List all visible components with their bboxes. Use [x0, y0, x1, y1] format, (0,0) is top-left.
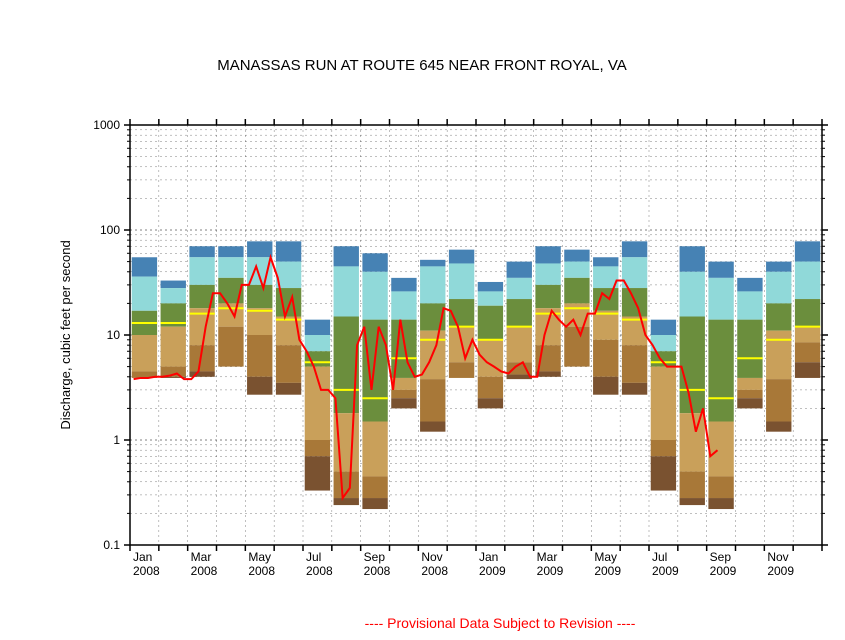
svg-text:Sep: Sep [364, 550, 386, 564]
chart-title: MANASSAS RUN AT ROUTE 645 NEAR FRONT ROY… [217, 57, 627, 74]
svg-text:2009: 2009 [594, 564, 621, 578]
svg-text:2009: 2009 [767, 564, 794, 578]
svg-text:Mar: Mar [191, 550, 212, 564]
svg-text:Jul: Jul [652, 550, 667, 564]
discharge-chart: MANASSAS RUN AT ROUTE 645 NEAR FRONT ROY… [0, 0, 845, 640]
svg-text:2008: 2008 [306, 564, 333, 578]
svg-text:2009: 2009 [479, 564, 506, 578]
svg-text:Nov: Nov [767, 550, 788, 564]
svg-text:2009: 2009 [652, 564, 679, 578]
svg-text:2009: 2009 [537, 564, 564, 578]
svg-text:2008: 2008 [191, 564, 218, 578]
svg-text:Mar: Mar [537, 550, 558, 564]
svg-text:0.1: 0.1 [103, 538, 120, 552]
svg-text:Nov: Nov [421, 550, 442, 564]
svg-text:2008: 2008 [248, 564, 275, 578]
svg-text:Jul: Jul [306, 550, 321, 564]
y-axis-label: Discharge, cubic feet per second [58, 240, 73, 429]
svg-text:2009: 2009 [710, 564, 737, 578]
svg-text:Jan: Jan [479, 550, 498, 564]
svg-text:May: May [248, 550, 271, 564]
svg-text:2008: 2008 [421, 564, 448, 578]
svg-text:Jan: Jan [133, 550, 152, 564]
plot-area: 0.11101001000Jan2008Mar2008May2008Jul200… [93, 118, 828, 578]
svg-text:10: 10 [107, 328, 121, 342]
svg-text:2008: 2008 [133, 564, 160, 578]
svg-text:Sep: Sep [710, 550, 732, 564]
svg-text:1000: 1000 [93, 118, 120, 132]
svg-text:100: 100 [100, 223, 120, 237]
chart-footer: ---- Provisional Data Subject to Revisio… [365, 615, 636, 631]
svg-text:1: 1 [113, 433, 120, 447]
svg-text:May: May [594, 550, 617, 564]
svg-text:2008: 2008 [364, 564, 391, 578]
